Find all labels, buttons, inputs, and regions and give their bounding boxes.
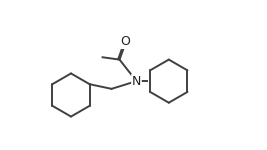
Text: O: O — [121, 35, 131, 48]
Text: N: N — [132, 75, 141, 88]
